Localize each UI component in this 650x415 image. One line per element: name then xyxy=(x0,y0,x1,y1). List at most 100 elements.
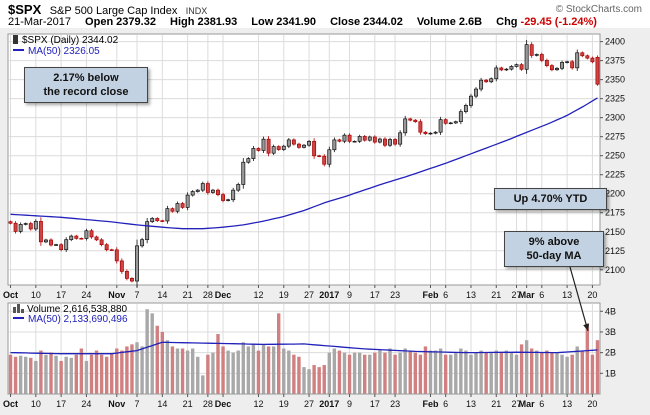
volume-bar xyxy=(337,350,342,394)
candle-body xyxy=(499,67,504,71)
volume-bar xyxy=(347,354,352,394)
volume-series-label: Volume 2,616,538,880 xyxy=(27,304,128,315)
candle-body xyxy=(195,189,200,192)
candle-body xyxy=(458,111,463,123)
price-axis-label: 2150 xyxy=(605,227,625,237)
candle-body xyxy=(484,79,489,83)
volume-bar xyxy=(44,354,48,394)
date-axis-label: 27 xyxy=(304,290,314,300)
volume-bar xyxy=(307,369,311,394)
date-axis-label: 24 xyxy=(81,399,91,409)
date-axis-label: 6 xyxy=(539,290,544,300)
volume-bar xyxy=(332,348,337,394)
volume-bar xyxy=(18,355,23,394)
volume-bar xyxy=(454,352,458,394)
date-axis-label: 14 xyxy=(157,399,167,409)
price-legend: $SPX (Daily) 2344.02 xyxy=(13,35,118,46)
volume-bar xyxy=(226,350,230,394)
date-axis-label: 28 xyxy=(203,290,213,300)
candle-body xyxy=(544,60,549,66)
candle-body xyxy=(38,220,43,243)
volume-bar xyxy=(271,346,276,394)
date-axis-label: 6 xyxy=(443,290,448,300)
candle-body xyxy=(560,62,565,69)
quote-field-high: High 2381.93 xyxy=(170,16,238,28)
candle-body xyxy=(438,119,443,133)
date-axis-label: 27 xyxy=(304,399,314,409)
volume-bar xyxy=(89,354,94,394)
price-axis-label: 2275 xyxy=(605,132,625,142)
chart-header: $SPX S&P 500 Large Cap Index INDX xyxy=(8,1,207,19)
volume-bar xyxy=(484,352,488,394)
candle-body xyxy=(175,203,180,212)
volume-bars-icon xyxy=(13,304,24,313)
annotation-above-ma: 9% above 50-day MA xyxy=(504,231,604,267)
date-axis-label: 19 xyxy=(279,399,289,409)
volume-bar xyxy=(292,354,296,394)
candle-body xyxy=(549,65,554,71)
volume-bar xyxy=(575,346,579,394)
volume-ma-label: MA(50) 2,133,690,496 xyxy=(28,314,128,325)
candle-body xyxy=(271,146,276,154)
volume-bar xyxy=(322,365,326,394)
date-axis-label: 13 xyxy=(466,399,476,409)
date-axis-label: 6 xyxy=(539,399,544,409)
candle-body xyxy=(347,134,352,142)
candle-body xyxy=(555,67,559,71)
date-axis-label: 21 xyxy=(183,290,193,300)
candle-body xyxy=(307,140,312,146)
candle-body xyxy=(54,244,59,246)
price-axis-label: 2175 xyxy=(605,208,625,218)
candle-body xyxy=(89,230,94,238)
candle-body xyxy=(84,230,89,239)
candle-body xyxy=(266,138,271,154)
symbol: $SPX xyxy=(8,2,42,17)
volume-bar xyxy=(545,350,549,394)
candle-body xyxy=(79,238,84,240)
volume-bar xyxy=(352,352,357,394)
volume-bar xyxy=(550,352,554,394)
price-axis-label: 2100 xyxy=(605,265,625,275)
volume-bar xyxy=(54,355,58,394)
candle-body xyxy=(241,161,246,185)
volume-bar xyxy=(474,352,478,394)
volume-bar xyxy=(206,354,210,394)
candle-body xyxy=(130,278,134,282)
price-axis-label: 2225 xyxy=(605,170,625,180)
candle-body xyxy=(448,122,453,125)
date-axis-label: 7 xyxy=(135,290,140,300)
volume-bar xyxy=(241,342,245,394)
volume-bar xyxy=(509,352,514,394)
candle-body xyxy=(291,139,296,145)
price-axis-label: 2350 xyxy=(605,75,625,85)
candle-body xyxy=(276,146,281,150)
volume-bar xyxy=(84,360,89,394)
volume-bar xyxy=(140,346,144,394)
candle-body xyxy=(221,194,225,201)
candle-body xyxy=(494,67,499,80)
volume-bar xyxy=(357,352,362,394)
volume-bar xyxy=(388,348,392,394)
candle-body xyxy=(236,184,241,191)
candle-body xyxy=(575,52,580,69)
volume-bar xyxy=(29,357,33,394)
volume-bar xyxy=(282,348,286,394)
date-axis-label: 10 xyxy=(31,290,41,300)
candle-body xyxy=(342,134,347,142)
volume-bar xyxy=(570,354,574,394)
candle-body xyxy=(337,139,342,142)
candle-body xyxy=(463,105,468,113)
date-axis-label: Mar xyxy=(519,290,536,300)
volume-bar xyxy=(135,342,139,394)
candle-body xyxy=(205,183,210,193)
volume-bar xyxy=(393,354,397,394)
volume-bar xyxy=(499,352,504,394)
candle-body xyxy=(94,236,99,241)
quote-field-low: Low 2341.90 xyxy=(251,16,317,28)
date-axis-label: Mar xyxy=(519,399,536,409)
candle-body xyxy=(74,235,79,239)
candle-body xyxy=(109,249,114,251)
candle-body xyxy=(403,118,408,134)
candle-body xyxy=(200,183,205,191)
volume-bar xyxy=(236,350,240,394)
